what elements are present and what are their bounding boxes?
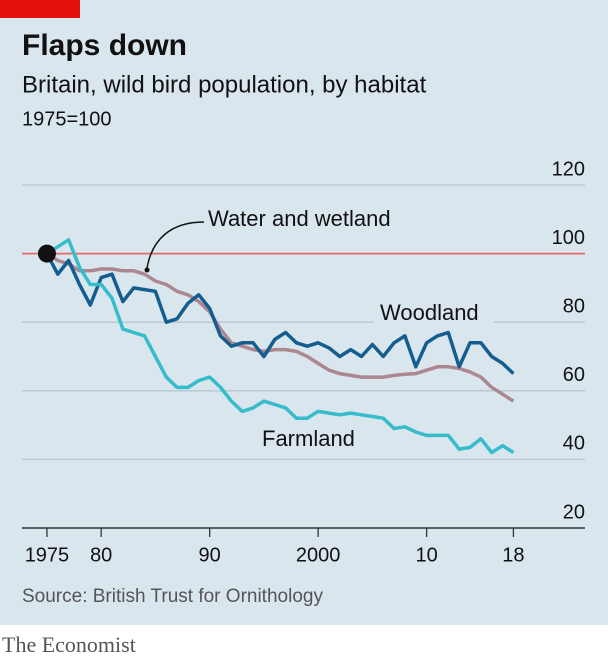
y-tick-label: 40 xyxy=(563,433,585,455)
y-tick-label: 80 xyxy=(563,295,585,317)
series-line xyxy=(45,252,515,375)
chart-subtitle: Britain, wild bird population, by habita… xyxy=(22,71,427,98)
x-tick-label: 10 xyxy=(415,544,437,566)
series-label: Farmland xyxy=(262,426,355,451)
label-background xyxy=(374,300,494,328)
unit-note: 1975=100 xyxy=(22,108,112,130)
start-marker xyxy=(37,244,56,263)
y-tick-label: 20 xyxy=(563,501,585,523)
x-tick-label: 80 xyxy=(90,544,112,566)
y-tick-label: 120 xyxy=(552,158,585,180)
y-tick-label: 100 xyxy=(552,227,585,249)
source: Source: British Trust for Ornithology xyxy=(22,586,323,607)
series-line xyxy=(45,252,515,403)
chart-title: Flaps down xyxy=(22,29,187,62)
series-label: Woodland xyxy=(380,300,479,325)
leader-dot xyxy=(144,267,150,273)
y-tick-label: 60 xyxy=(563,364,585,386)
series-line xyxy=(45,238,515,455)
leader-line xyxy=(146,221,205,269)
brand: The Economist xyxy=(2,632,136,657)
x-tick-label: 2000 xyxy=(296,544,341,566)
x-tick-label: 18 xyxy=(502,544,524,566)
x-tick-label: 90 xyxy=(199,544,221,566)
footer-background xyxy=(0,625,608,662)
series-label: Water and wetland xyxy=(208,206,391,231)
x-tick-label: 1975 xyxy=(25,544,70,566)
background xyxy=(0,0,608,625)
brand-tag xyxy=(0,0,80,18)
